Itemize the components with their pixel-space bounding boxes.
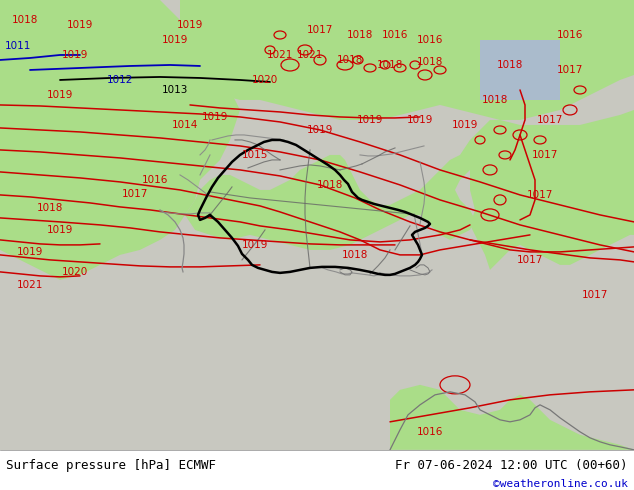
Text: 1019: 1019 <box>357 115 383 125</box>
Text: 1014: 1014 <box>172 120 198 130</box>
Text: 1016: 1016 <box>557 30 583 40</box>
Text: 1018: 1018 <box>417 57 443 67</box>
Text: 1019: 1019 <box>47 225 73 235</box>
Text: 1017: 1017 <box>307 25 333 35</box>
Polygon shape <box>180 0 634 120</box>
Text: 1019: 1019 <box>202 112 228 122</box>
Text: 1020: 1020 <box>62 267 88 277</box>
Text: 1020: 1020 <box>252 75 278 85</box>
Polygon shape <box>460 110 634 270</box>
Text: 1019: 1019 <box>162 35 188 45</box>
Text: 1018: 1018 <box>377 60 403 70</box>
Text: 1017: 1017 <box>527 190 553 200</box>
Text: 1017: 1017 <box>537 115 563 125</box>
Text: 1021: 1021 <box>267 50 293 60</box>
Text: 1019: 1019 <box>242 240 268 250</box>
Text: 1018: 1018 <box>337 55 363 65</box>
Text: 1016: 1016 <box>382 30 408 40</box>
Text: 1019: 1019 <box>67 20 93 30</box>
Text: 1018: 1018 <box>497 60 523 70</box>
Text: 1011: 1011 <box>5 41 31 51</box>
Text: 1018: 1018 <box>347 30 373 40</box>
Text: 1016: 1016 <box>142 175 168 185</box>
Text: 1015: 1015 <box>242 150 268 160</box>
Text: 1019: 1019 <box>407 115 433 125</box>
Text: 1012: 1012 <box>107 75 133 85</box>
Text: Surface pressure [hPa] ECMWF: Surface pressure [hPa] ECMWF <box>6 459 216 471</box>
Text: 1018: 1018 <box>37 203 63 213</box>
Text: 1016: 1016 <box>417 427 443 437</box>
Text: 1019: 1019 <box>47 90 73 100</box>
Text: 1016: 1016 <box>417 35 443 45</box>
Text: Fr 07-06-2024 12:00 UTC (00+60): Fr 07-06-2024 12:00 UTC (00+60) <box>395 459 628 471</box>
Text: 1018: 1018 <box>342 250 368 260</box>
Text: 1019: 1019 <box>17 247 43 257</box>
Text: 1019: 1019 <box>61 50 88 60</box>
Text: 1021: 1021 <box>17 280 43 290</box>
Text: 1018: 1018 <box>482 95 508 105</box>
Text: 1017: 1017 <box>517 255 543 265</box>
Bar <box>480 40 560 100</box>
Text: 1018: 1018 <box>12 15 38 25</box>
Text: ©weatheronline.co.uk: ©weatheronline.co.uk <box>493 479 628 489</box>
Text: 1017: 1017 <box>532 150 558 160</box>
Polygon shape <box>390 385 634 450</box>
Text: 1017: 1017 <box>122 189 148 199</box>
Text: 1013: 1013 <box>162 85 188 95</box>
Polygon shape <box>0 0 240 280</box>
Polygon shape <box>185 155 475 250</box>
Text: 1019: 1019 <box>452 120 478 130</box>
Text: 1017: 1017 <box>557 65 583 75</box>
Text: 1019: 1019 <box>177 20 203 30</box>
Text: 1019: 1019 <box>307 125 333 135</box>
Text: 1021: 1021 <box>297 50 323 60</box>
Text: 1018: 1018 <box>317 180 343 190</box>
Text: 1017: 1017 <box>582 290 608 300</box>
